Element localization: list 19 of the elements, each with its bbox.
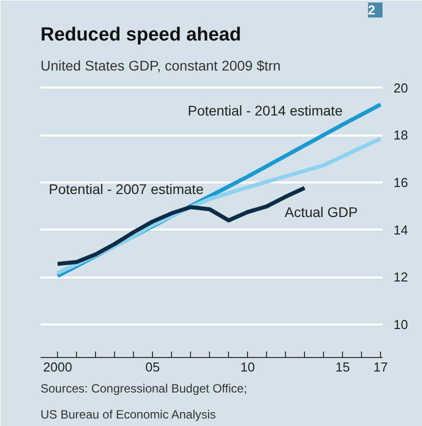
- x-tick-label: 15: [335, 360, 350, 374]
- chart-subtitle: United States GDP, constant 2009 $trn: [40, 58, 281, 74]
- x-tick-label: 17: [373, 360, 388, 374]
- text: 2: [368, 2, 376, 18]
- y-tick-label: 10: [394, 316, 408, 332]
- x-tick-label: 05: [145, 360, 160, 374]
- x-tick-label: 10: [240, 360, 255, 374]
- y-tick-label: 12: [394, 270, 408, 285]
- y-tick-label: 20: [394, 80, 408, 96]
- chart-title: Reduced speed ahead: [40, 24, 242, 46]
- x-tick-label: 2000: [43, 360, 72, 374]
- series-label: Potential - 2014 estimate: [188, 102, 343, 119]
- series-label: Potential - 2007 estimate: [48, 181, 204, 198]
- source-note: Sources: Congressional Budget Office;: [40, 382, 248, 396]
- series-label: Actual GDP: [284, 204, 358, 220]
- text: US Bureau of Economic Analysis: [40, 408, 216, 422]
- y-tick-label: 16: [394, 175, 408, 190]
- y-tick-label: 18: [394, 128, 408, 143]
- y-tick-label: 14: [394, 222, 408, 238]
